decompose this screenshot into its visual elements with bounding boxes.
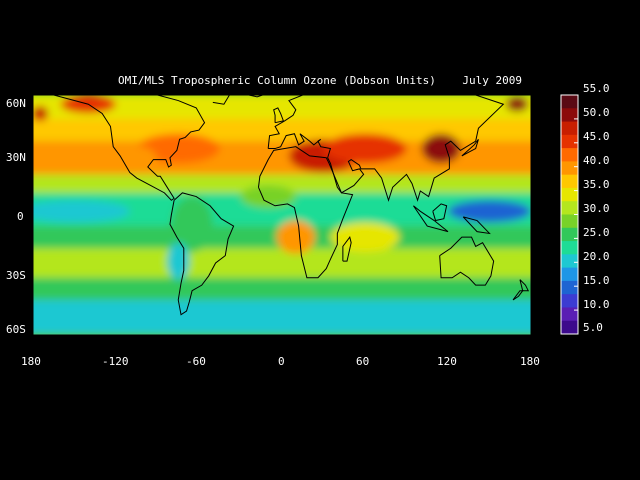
ozone-feature <box>102 144 158 175</box>
map-title: OMI/MLS Tropospheric Column Ozone (Dobso… <box>118 74 522 87</box>
ozone-feature <box>276 220 316 254</box>
colorbar-swatch <box>561 201 578 215</box>
colorbar-label: 55.0 <box>583 82 610 95</box>
colorbar-swatch <box>561 267 578 282</box>
ozone-feature <box>365 250 476 273</box>
y-tick-label: 30S <box>6 269 26 282</box>
colorbar-swatch <box>561 214 578 229</box>
coastline <box>257 146 354 279</box>
ozone-field <box>33 95 531 335</box>
coastline <box>342 236 352 262</box>
x-tick-label: 120 <box>437 355 457 368</box>
coastline <box>519 279 530 292</box>
colorbar-swatch <box>561 108 578 123</box>
coastlines <box>53 95 530 316</box>
colorbar-label: 40.0 <box>583 154 610 167</box>
x-tick-label: 180 <box>520 355 540 368</box>
colorbar-label: 45.0 <box>583 130 610 143</box>
ozone-feature <box>448 200 531 223</box>
colorbar-swatch <box>561 254 578 269</box>
ozone-band <box>33 299 531 335</box>
colorbar-label: 5.0 <box>583 321 603 334</box>
colorbar <box>560 94 579 335</box>
coastline <box>273 107 285 124</box>
colorbar-label: 30.0 <box>583 202 610 215</box>
coastline <box>432 203 448 222</box>
ozone-feature <box>323 133 407 164</box>
x-tick-label: -60 <box>186 355 206 368</box>
ozone-feature <box>136 133 220 164</box>
ozone-feature <box>240 185 296 208</box>
colorbar-label: 20.0 <box>583 250 610 263</box>
y-tick-label: 60S <box>6 323 26 336</box>
ozone-band <box>33 95 531 119</box>
coastline <box>413 205 449 233</box>
coastline <box>267 95 505 202</box>
ozone-band <box>33 141 531 175</box>
colorbar-swatch <box>561 241 578 255</box>
coastline <box>512 290 524 301</box>
coastline <box>53 95 206 201</box>
colorbar-swatch <box>561 148 578 162</box>
colorbar-swatch <box>561 280 578 295</box>
ozone-band <box>33 277 531 300</box>
coastline <box>248 95 263 98</box>
y-tick-label: 30N <box>6 151 26 164</box>
y-tick-label: 60N <box>6 97 26 110</box>
colorbar-swatch <box>561 161 578 176</box>
colorbar-label: 25.0 <box>583 226 610 239</box>
x-tick-label: 180 <box>21 355 41 368</box>
x-tick-label: 60 <box>356 355 370 368</box>
ozone-band <box>33 174 531 193</box>
ozone-feature <box>33 200 130 223</box>
colorbar-swatch <box>561 95 578 109</box>
coastline <box>462 216 491 235</box>
colorbar-label: 50.0 <box>583 106 610 119</box>
ozone-feature <box>506 96 529 112</box>
colorbar-swatch <box>561 320 578 335</box>
colorbar-swatch <box>561 294 578 308</box>
ozone-feature <box>330 222 400 252</box>
colorbar-swatch <box>561 227 578 242</box>
ozone-feature <box>167 242 190 280</box>
colorbar-swatch <box>561 187 578 202</box>
ozone-band <box>33 119 531 142</box>
coastline <box>212 95 230 105</box>
coastline <box>439 236 495 286</box>
colorbar-label: 35.0 <box>583 178 610 191</box>
coastline <box>461 139 479 157</box>
y-tick-label: 0 <box>17 210 24 223</box>
ozone-feature <box>33 106 49 121</box>
ozone-feature <box>421 133 461 164</box>
colorbar-swatch <box>561 307 578 322</box>
colorbar-swatch <box>561 134 578 149</box>
ozone-feature <box>171 196 213 252</box>
x-tick-label: 0 <box>278 355 285 368</box>
colorbar-label: 15.0 <box>583 274 610 287</box>
colorbar-swatch <box>561 121 578 136</box>
colorbar-swatch <box>561 174 578 189</box>
coastline <box>169 192 235 316</box>
x-tick-label: -120 <box>102 355 129 368</box>
colorbar-label: 10.0 <box>583 298 610 311</box>
map-frame <box>32 94 532 336</box>
